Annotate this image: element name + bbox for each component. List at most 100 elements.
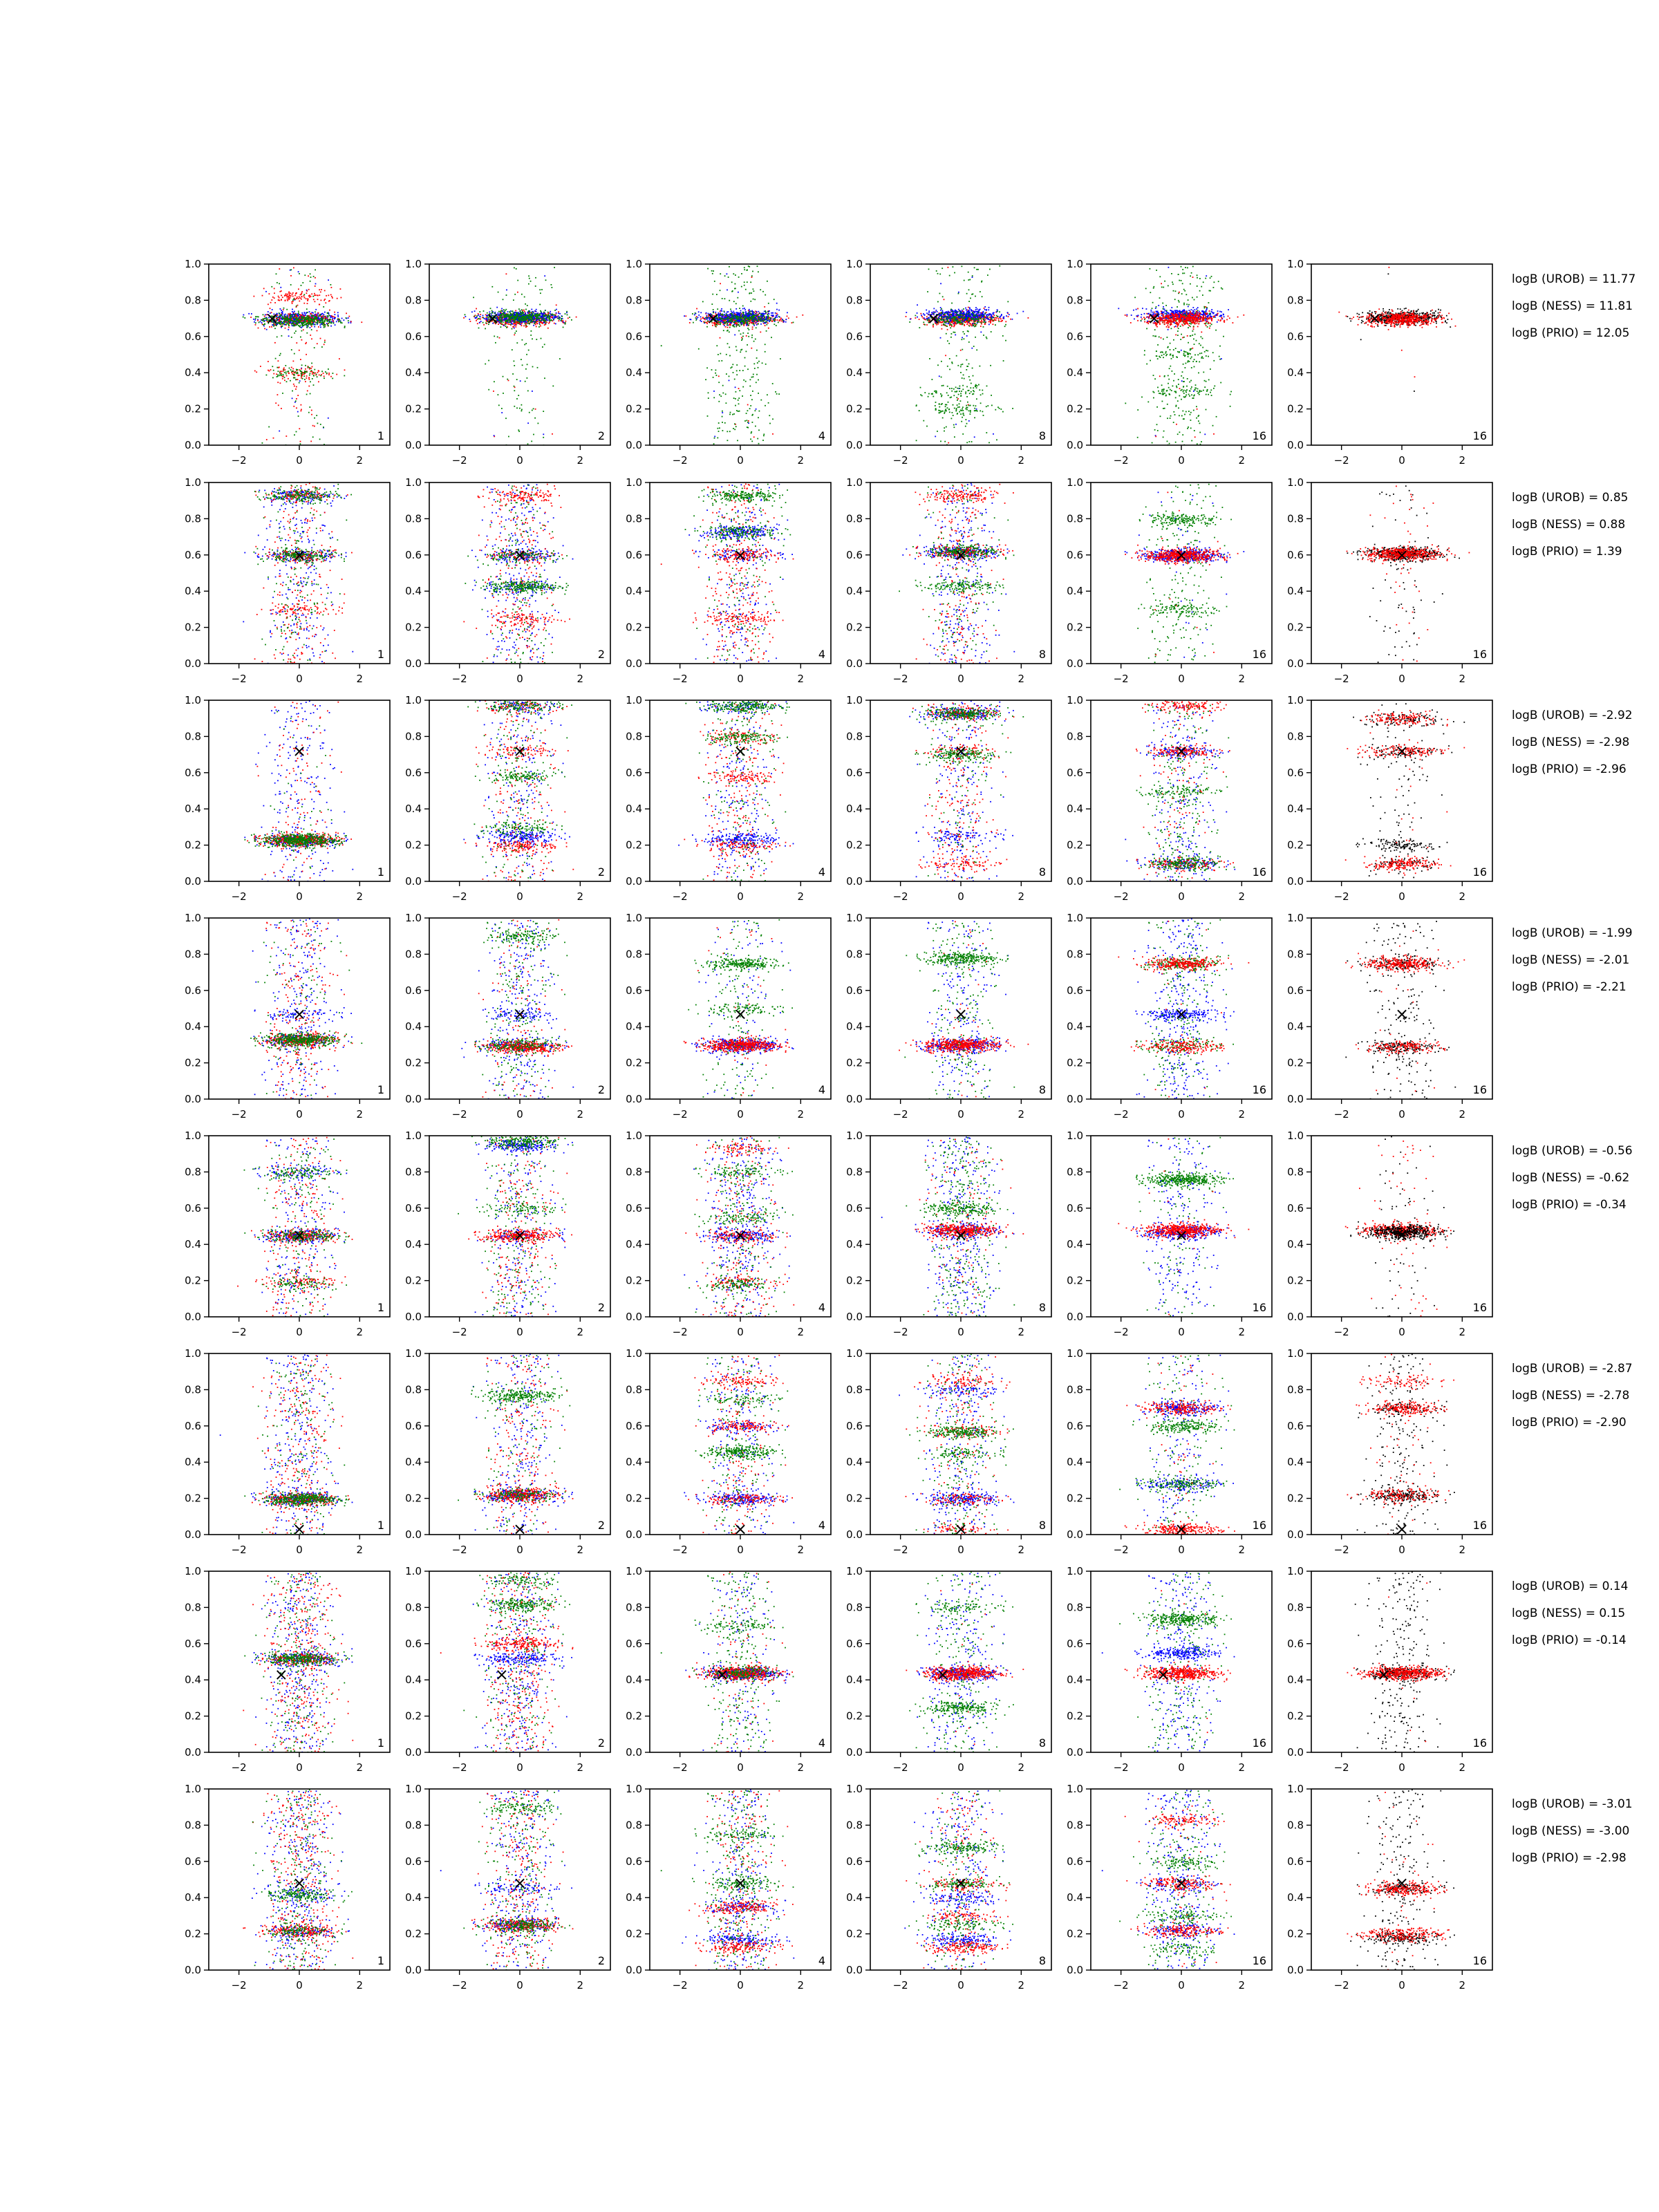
data-point — [348, 322, 349, 324]
panel-label: 2 — [598, 429, 605, 442]
data-point — [516, 316, 518, 317]
data-point — [527, 391, 529, 392]
data-point — [286, 317, 288, 318]
data-point — [550, 320, 551, 321]
data-point — [297, 324, 298, 325]
data-point — [736, 374, 738, 375]
data-point — [301, 316, 303, 317]
data-point — [334, 312, 335, 313]
data-point — [295, 293, 297, 294]
data-point — [734, 315, 735, 316]
data-point — [510, 324, 512, 326]
data-point — [337, 319, 339, 320]
data-point — [523, 318, 525, 319]
data-point — [696, 318, 697, 319]
data-point — [324, 325, 325, 326]
data-point — [751, 337, 753, 338]
data-point — [287, 294, 288, 295]
data-point — [740, 321, 742, 322]
data-point — [299, 319, 300, 320]
data-point — [527, 317, 529, 318]
data-point — [301, 330, 303, 332]
data-point — [312, 373, 313, 375]
data-point — [263, 314, 264, 315]
data-point — [735, 317, 737, 318]
data-point — [308, 366, 309, 368]
data-point — [954, 324, 955, 326]
data-point — [315, 283, 317, 285]
data-point — [317, 321, 319, 323]
data-point — [744, 316, 745, 317]
data-point — [279, 372, 281, 373]
data-point — [531, 321, 532, 322]
data-point — [952, 322, 953, 324]
data-point — [769, 415, 770, 416]
data-point — [524, 323, 525, 324]
data-point — [317, 372, 319, 373]
data-point — [503, 376, 504, 377]
data-point — [760, 315, 762, 317]
data-point — [769, 313, 770, 315]
data-point — [306, 371, 308, 373]
data-point — [536, 317, 538, 319]
data-point — [477, 323, 478, 324]
data-point — [292, 292, 294, 294]
data-point — [330, 376, 332, 377]
data-point — [544, 275, 545, 276]
data-point — [310, 393, 311, 395]
y-tick-label: 0.6 — [405, 330, 422, 343]
data-point — [301, 368, 302, 370]
data-point — [474, 316, 476, 317]
data-point — [736, 318, 738, 319]
data-point — [315, 309, 317, 310]
data-point — [315, 324, 316, 326]
data-point — [313, 375, 315, 377]
data-point — [500, 315, 501, 316]
data-point — [543, 433, 544, 435]
data-point — [529, 412, 530, 413]
data-point — [310, 281, 311, 282]
data-point — [519, 310, 521, 312]
data-point — [308, 377, 310, 379]
data-point — [321, 346, 323, 348]
data-point — [330, 323, 332, 324]
data-point — [733, 301, 735, 302]
data-point — [293, 374, 294, 375]
data-point — [981, 320, 982, 321]
data-point — [336, 374, 337, 375]
data-point — [744, 420, 746, 422]
data-point — [753, 290, 755, 292]
data-point — [746, 351, 747, 353]
data-point — [282, 326, 283, 327]
data-point — [287, 300, 288, 301]
data-point — [509, 315, 510, 317]
data-point — [286, 318, 288, 319]
data-point — [724, 323, 726, 324]
data-point — [295, 330, 297, 332]
data-point — [292, 397, 293, 399]
data-point — [317, 423, 319, 424]
data-point — [525, 315, 527, 317]
data-point — [263, 326, 265, 327]
data-point — [757, 320, 758, 321]
data-point — [731, 319, 732, 320]
data-point — [506, 320, 507, 321]
data-point — [298, 288, 299, 290]
data-point — [285, 319, 287, 321]
data-point — [328, 368, 329, 370]
data-point — [742, 370, 744, 371]
data-point — [522, 312, 523, 314]
data-point — [738, 320, 740, 321]
data-point — [321, 319, 322, 320]
data-point — [753, 317, 754, 318]
data-point — [263, 288, 265, 290]
data-point — [312, 317, 313, 318]
data-point — [518, 431, 520, 432]
data-point — [752, 391, 753, 392]
data-point — [311, 410, 312, 411]
data-point — [751, 431, 752, 433]
data-point — [725, 393, 727, 395]
data-point — [751, 348, 752, 349]
data-point — [329, 319, 330, 321]
data-point — [737, 297, 738, 299]
